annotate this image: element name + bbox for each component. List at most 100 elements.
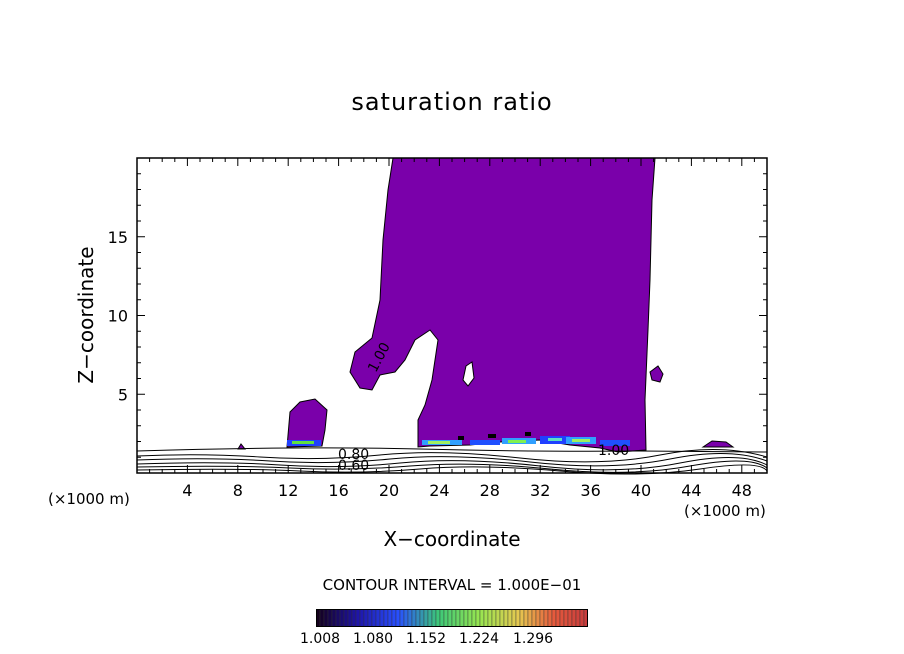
x-tick-label: 48	[732, 481, 752, 500]
colorbar-cell	[399, 609, 405, 627]
colorbar-cell	[495, 609, 501, 627]
colorbar-cell	[519, 609, 525, 627]
colorbar-tick-label: 1.080	[353, 631, 394, 647]
colorbar-cell	[555, 609, 561, 627]
colorbar-cell	[563, 609, 569, 627]
saturated-region	[349, 157, 656, 453]
colorbar-cell	[407, 609, 413, 627]
colorbar-cell	[411, 609, 417, 627]
colorbar-cell	[575, 609, 581, 627]
colorbar-cell	[511, 609, 517, 627]
colorbar-cell	[319, 609, 325, 627]
colorbar-cell	[359, 609, 365, 627]
colorbar-cell	[471, 609, 477, 627]
colorbar-cell	[435, 609, 441, 627]
x-unit-right: (×1000 m)	[684, 502, 766, 520]
colorbar-cell	[571, 609, 577, 627]
high-value-band	[287, 432, 630, 446]
x-tick-label: 20	[379, 481, 399, 500]
colorbar-cell	[323, 609, 329, 627]
x-tick-label: 12	[278, 481, 298, 500]
colorbar-cell	[507, 609, 513, 627]
colorbar-cell	[403, 609, 409, 627]
axis-ticks	[137, 158, 767, 473]
colorbar-tick-label: 1.008	[300, 631, 341, 647]
colorbar-cell	[503, 609, 509, 627]
colorbar-tick-label: 1.152	[406, 631, 447, 647]
x-tick-label: 32	[530, 481, 550, 500]
colorbar-cell	[491, 609, 497, 627]
colorbar-cell	[479, 609, 485, 627]
x-tick-label: 36	[580, 481, 600, 500]
colorbar-cell	[459, 609, 465, 627]
colorbar-tick-label: 1.224	[459, 631, 500, 647]
colorbar-cell	[551, 609, 557, 627]
colorbar-cell	[487, 609, 493, 627]
colorbar-cell	[395, 609, 401, 627]
y-tick-label: 15	[108, 228, 128, 247]
colorbar-cell	[375, 609, 381, 627]
colorbar-cell	[455, 609, 461, 627]
colorbar-cell	[343, 609, 349, 627]
colorbar-cell	[527, 609, 533, 627]
colorbar-cell	[547, 609, 553, 627]
colorbar-tick-label: 1.296	[513, 631, 554, 647]
colorbar-cell	[387, 609, 393, 627]
colorbar-cell	[475, 609, 481, 627]
colorbar-cell	[423, 609, 429, 627]
colorbar	[316, 609, 588, 627]
colorbar-cell	[431, 609, 437, 627]
colorbar-cell	[443, 609, 449, 627]
colorbar-cell	[515, 609, 521, 627]
colorbar-cell	[567, 609, 573, 627]
colorbar-cell	[439, 609, 445, 627]
colorbar-cell	[351, 609, 357, 627]
contour-label: 0.60	[338, 458, 369, 474]
contour-label: 0.80	[338, 447, 369, 463]
x-tick-label: 4	[182, 481, 192, 500]
contour-interval: CONTOUR INTERVAL = 1.000E−01	[322, 576, 582, 594]
colorbar-cell	[339, 609, 345, 627]
colorbar-cell	[543, 609, 549, 627]
colorbar-cell	[331, 609, 337, 627]
colorbar-cell	[463, 609, 469, 627]
x-unit-left: (×1000 m)	[48, 490, 130, 508]
colorbar-cell	[539, 609, 545, 627]
colorbar-cell	[447, 609, 453, 627]
colorbar-cell	[467, 609, 473, 627]
contour-label: 1.00	[598, 443, 629, 459]
colorbar-cell	[483, 609, 489, 627]
colorbar-cell	[371, 609, 377, 627]
x-tick-label: 16	[328, 481, 348, 500]
x-tick-label: 24	[429, 481, 449, 500]
chart-title: saturation ratio	[351, 88, 553, 116]
colorbar-cell	[559, 609, 565, 627]
colorbar-cell	[327, 609, 333, 627]
y-tick-label: 5	[118, 385, 128, 404]
colorbar-cell	[583, 609, 588, 627]
saturated-cell-left	[286, 398, 328, 448]
colorbar-cell	[379, 609, 385, 627]
colorbar-cell	[535, 609, 541, 627]
colorbar-cell	[523, 609, 529, 627]
colorbar-cell	[419, 609, 425, 627]
colorbar-cell	[363, 609, 369, 627]
colorbar-cell	[451, 609, 457, 627]
colorbar-cell	[427, 609, 433, 627]
colorbar-cell	[499, 609, 505, 627]
x-tick-label: 44	[681, 481, 701, 500]
colorbar-cell	[579, 609, 585, 627]
colorbar-cell	[415, 609, 421, 627]
colorbar-cell	[391, 609, 397, 627]
colorbar-cell	[335, 609, 341, 627]
colorbar-cell	[531, 609, 537, 627]
colorbar-cell	[367, 609, 373, 627]
saturated-blob	[649, 365, 664, 383]
x-tick-label: 8	[233, 481, 243, 500]
y-tick-label: 10	[108, 307, 128, 326]
x-tick-label: 28	[480, 481, 500, 500]
colorbar-cell	[355, 609, 361, 627]
lower-contours	[136, 448, 768, 475]
